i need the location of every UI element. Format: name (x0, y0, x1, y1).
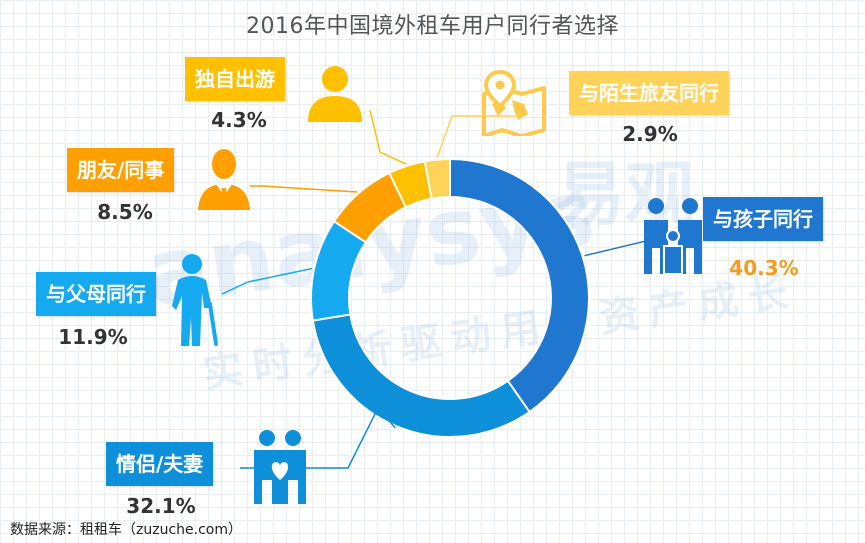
label-with-children: 与孩子同行 (703, 197, 823, 241)
value-solo: 4.3% (211, 108, 267, 132)
label-stranger: 与陌生旅友同行 (569, 71, 729, 115)
value-stranger: 2.9% (622, 122, 678, 146)
value-couple: 32.1% (126, 494, 196, 518)
map-pin-icon (482, 70, 546, 136)
couple-heart-icon (254, 430, 306, 504)
chart-title: 2016年中国境外租车用户同行者选择 (246, 14, 619, 39)
value-with-parents: 11.9% (58, 325, 128, 349)
label-solo: 独自出游 (185, 57, 285, 101)
leader-solo (369, 109, 407, 165)
slice-stranger (423, 157, 451, 200)
business-person-icon (198, 149, 250, 210)
data-source: 数据来源：租租车（zuzuche.com） (10, 522, 242, 538)
leader-stranger (436, 115, 520, 158)
solo-traveler-icon (308, 66, 362, 122)
value-with-children: 40.3% (729, 256, 799, 280)
leader-with-parents (221, 267, 313, 295)
label-with-parents: 与父母同行 (36, 272, 156, 316)
value-friends-colleagues: 8.5% (97, 200, 153, 224)
parents-elderly-icon (172, 254, 218, 346)
label-couple: 情侣/夫妻 (106, 442, 214, 486)
slice-with-children (449, 157, 590, 414)
family-with-children-icon (644, 198, 702, 275)
leader-friends-colleagues (250, 185, 358, 193)
slice-couple (311, 313, 531, 438)
label-friends-colleagues: 朋友/同事 (67, 148, 175, 192)
